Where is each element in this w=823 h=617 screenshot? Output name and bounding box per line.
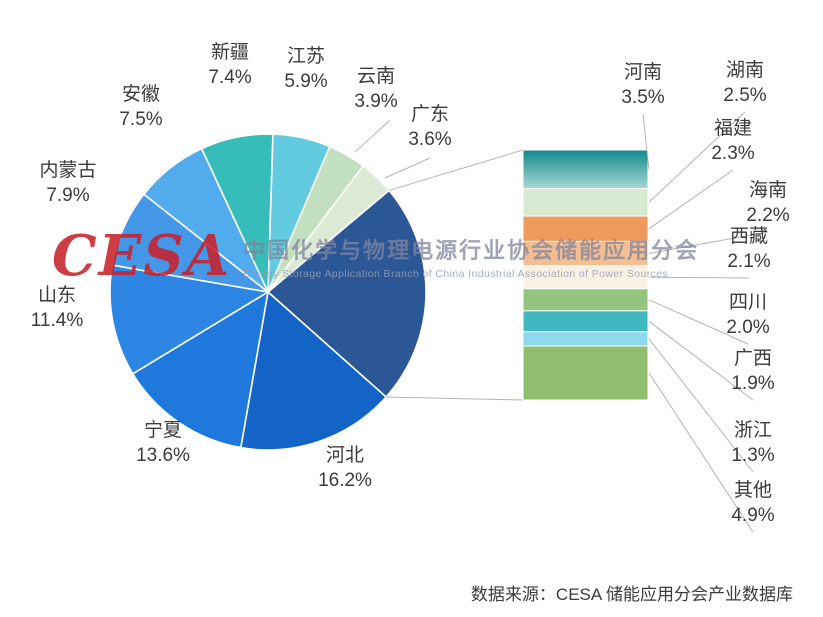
bar-segment-4 <box>522 265 649 290</box>
data-source-note: 数据来源：CESA 储能应用分会产业数据库 <box>470 585 793 604</box>
leader-line-bar-2 <box>648 169 734 230</box>
pie-slice-1 <box>131 290 270 449</box>
pie-slice-0 <box>239 290 388 451</box>
connector-line-bottom <box>386 396 524 401</box>
leader-line-pie-1 <box>384 157 431 179</box>
leader-line-bar-7 <box>648 338 754 473</box>
leader-line-pie-0 <box>354 119 391 153</box>
bar-segment-5 <box>522 288 649 312</box>
leader-line-bar-8 <box>648 372 754 533</box>
bar-segment-6 <box>522 310 649 333</box>
leader-line-bar-1 <box>648 111 746 203</box>
pie-slice-2 <box>109 264 271 375</box>
bar-segment-0 <box>522 149 649 189</box>
bar-segment-7 <box>522 331 649 347</box>
pie-slice-aggregate <box>266 189 427 399</box>
leader-line-bar-4 <box>648 276 750 279</box>
bar-segment-2 <box>522 215 649 242</box>
bar-segment-3 <box>522 240 649 267</box>
bar-segment-1 <box>522 188 649 217</box>
leader-line-bar-5 <box>648 299 749 345</box>
pie-slice-8 <box>267 164 391 293</box>
connector-line-top <box>388 149 524 191</box>
leader-line-bar-6 <box>648 320 754 401</box>
leader-line-bar-0 <box>642 113 650 170</box>
bar-segment-8 <box>522 345 649 401</box>
leader-line-bar-3 <box>648 231 769 254</box>
